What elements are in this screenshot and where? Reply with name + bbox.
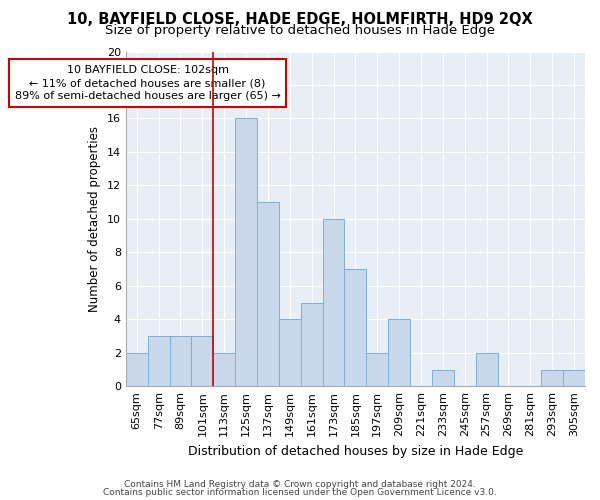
Bar	[235, 118, 257, 386]
Text: Contains public sector information licensed under the Open Government Licence v3: Contains public sector information licen…	[103, 488, 497, 497]
Bar	[367, 353, 388, 386]
Bar	[191, 336, 213, 386]
Text: Contains HM Land Registry data © Crown copyright and database right 2024.: Contains HM Land Registry data © Crown c…	[124, 480, 476, 489]
Text: 10 BAYFIELD CLOSE: 102sqm
← 11% of detached houses are smaller (8)
89% of semi-d: 10 BAYFIELD CLOSE: 102sqm ← 11% of detac…	[15, 65, 281, 102]
Bar	[301, 302, 323, 386]
Bar	[213, 353, 235, 386]
Text: Size of property relative to detached houses in Hade Edge: Size of property relative to detached ho…	[105, 24, 495, 37]
Bar	[476, 353, 497, 386]
Bar	[323, 219, 344, 386]
Bar	[257, 202, 279, 386]
Text: 10, BAYFIELD CLOSE, HADE EDGE, HOLMFIRTH, HD9 2QX: 10, BAYFIELD CLOSE, HADE EDGE, HOLMFIRTH…	[67, 12, 533, 28]
Y-axis label: Number of detached properties: Number of detached properties	[88, 126, 101, 312]
Bar	[126, 353, 148, 386]
Bar	[279, 320, 301, 386]
Bar	[563, 370, 585, 386]
Bar	[344, 269, 367, 386]
Bar	[148, 336, 170, 386]
Bar	[388, 320, 410, 386]
Bar	[432, 370, 454, 386]
Bar	[170, 336, 191, 386]
X-axis label: Distribution of detached houses by size in Hade Edge: Distribution of detached houses by size …	[188, 444, 523, 458]
Bar	[541, 370, 563, 386]
